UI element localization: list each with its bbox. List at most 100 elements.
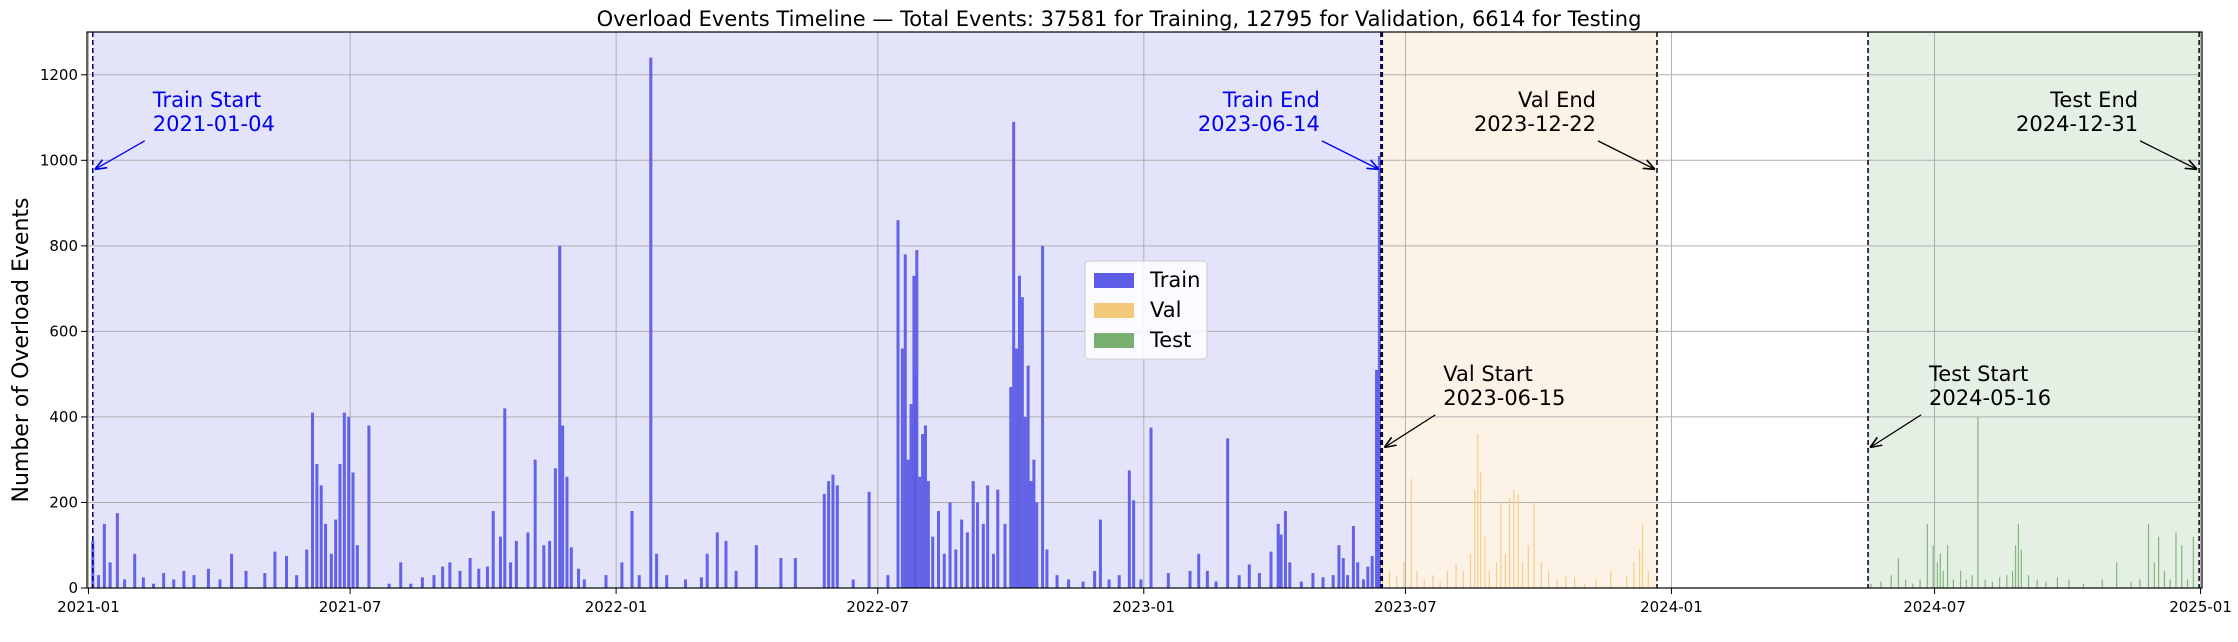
bar-train: [123, 579, 127, 588]
bar-train: [102, 523, 106, 588]
axes: 0 200 400 600 800 1000 1200 2021-01 2021-07 2022-…: [40, 31, 2232, 616]
bar-test: [1946, 545, 1949, 588]
bar-train: [1166, 573, 1170, 588]
bar-val: [1584, 583, 1586, 588]
bar-train: [273, 551, 277, 588]
bar-val: [1488, 570, 1490, 588]
bar-test: [2158, 536, 2160, 588]
bar-train: [432, 575, 436, 588]
bar-train: [896, 220, 900, 588]
bar-train: [1283, 511, 1287, 588]
legend-swatch-train: [1094, 273, 1134, 288]
annotation-val-start-arrow: [1385, 414, 1436, 447]
bar-train: [1337, 545, 1341, 588]
bar-train: [458, 570, 462, 588]
bar-train: [509, 562, 513, 588]
split-boundaries: [92, 32, 2200, 588]
bar-train: [630, 511, 634, 588]
y-tick-label: 1000: [40, 151, 78, 169]
bar-test: [2139, 579, 2141, 588]
y-tick-label: 200: [49, 493, 78, 511]
y-axis-label: Number of Overload Events: [9, 198, 34, 503]
bar-val: [1540, 562, 1542, 588]
bar-train: [900, 348, 904, 588]
bar-val: [1500, 502, 1502, 588]
bar-val: [1517, 493, 1519, 588]
legend-swatch-val: [1094, 303, 1134, 318]
bar-train: [1055, 575, 1059, 588]
bar-train: [491, 511, 495, 588]
bar-val: [1416, 570, 1418, 588]
bar-train: [1012, 121, 1016, 589]
bar-train: [936, 511, 940, 588]
bar-train: [218, 579, 222, 588]
bar-train: [485, 566, 489, 588]
bar-train: [1214, 581, 1218, 588]
region-test: [1868, 32, 2200, 588]
bar-test: [2181, 545, 2183, 588]
bar-test: [1942, 570, 1944, 588]
bar-test: [1939, 553, 1941, 588]
bar-test: [1984, 579, 1986, 588]
bar-train: [1362, 579, 1366, 588]
bar-train: [1269, 551, 1273, 588]
bar-train: [1127, 470, 1131, 588]
bar-train: [976, 502, 980, 588]
bar-val: [1641, 523, 1644, 588]
bar-train: [526, 532, 530, 588]
bar-train: [285, 555, 289, 588]
x-tick-label: 2021-01: [57, 598, 120, 616]
bar-train: [822, 493, 826, 588]
bar-val: [1477, 434, 1479, 588]
bar-test: [2186, 579, 2189, 588]
bar-val: [1556, 579, 1558, 588]
bar-train: [468, 558, 472, 588]
bar-train: [926, 481, 930, 588]
annotation-test-start-arrow: [1871, 414, 1922, 447]
x-tick-label: 2023-01: [1112, 598, 1175, 616]
annotation-test-end-arrow: [2139, 140, 2196, 169]
bar-train: [548, 540, 552, 588]
bar-train: [305, 549, 309, 588]
bar-train: [665, 575, 669, 588]
bar-val: [1410, 478, 1412, 588]
bar-val: [1474, 489, 1476, 588]
annotation-train-end-arrow: [1321, 140, 1378, 169]
bar-train: [558, 245, 562, 588]
bar-train: [1279, 534, 1283, 588]
bar-train: [754, 545, 758, 588]
bar-train: [915, 250, 919, 588]
bar-train: [172, 579, 176, 588]
y-tick-label: 400: [49, 408, 78, 426]
bar-train: [1366, 566, 1370, 588]
bar-train: [918, 476, 922, 588]
bar-train: [1276, 523, 1280, 588]
bar-train: [351, 472, 355, 588]
annotation-test-start-date: 2024-05-16: [1929, 386, 2051, 410]
bar-test: [1991, 581, 1993, 588]
bar-train: [996, 489, 1000, 588]
bar-train: [334, 519, 338, 588]
bar-train: [965, 532, 969, 588]
bar-test: [2017, 523, 2020, 588]
bar-test: [1932, 545, 1934, 588]
bar-train: [991, 553, 995, 588]
bar-test: [2045, 581, 2047, 588]
bar-train: [903, 254, 907, 588]
bar-test: [2068, 579, 2070, 588]
bar-val: [1565, 575, 1567, 588]
bar-train: [367, 425, 371, 588]
legend-swatch-test: [1094, 333, 1134, 348]
bar-train: [565, 476, 569, 588]
legend-label-test: Test: [1149, 328, 1191, 352]
bar-val: [1633, 562, 1635, 588]
annotation-val-start-date: 2023-06-15: [1443, 386, 1565, 410]
bar-train: [699, 577, 703, 588]
bar-train: [329, 553, 333, 588]
bars: [91, 57, 2194, 589]
annotation-train-start-date: 2021-01-04: [153, 112, 275, 136]
bar-train: [97, 575, 101, 588]
annotation-train-end-title: Train End: [1222, 88, 1320, 112]
bar-train: [1377, 156, 1381, 588]
